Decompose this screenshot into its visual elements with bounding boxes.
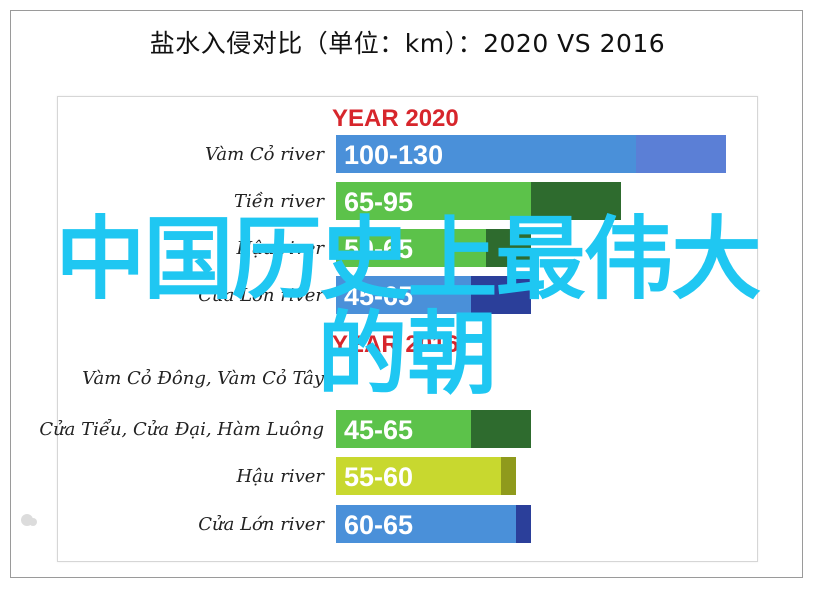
category-label: Vàm Cỏ river <box>205 144 325 165</box>
bar-range-segment <box>501 457 516 495</box>
category-label: Cửa Lớn river <box>198 285 325 306</box>
category-label: Tiền river <box>234 191 325 212</box>
bar-min-segment <box>336 276 471 314</box>
category-label: Hậu river <box>235 238 325 259</box>
category-label: Vàm Cỏ Đông, Vàm Cỏ Tây <box>82 368 325 389</box>
bar-min-segment <box>336 410 471 448</box>
bar-value-label: 65-95 <box>344 187 413 217</box>
bar-range-segment <box>531 182 621 220</box>
chart-title: 盐水入侵对比（单位：km）：2020 VS 2016 <box>149 29 666 58</box>
bar-min-segment <box>336 457 501 495</box>
bar-range-segment <box>516 505 531 543</box>
bar-value-label: 60-65 <box>344 510 413 540</box>
bar-value-label: 55-60 <box>344 462 413 492</box>
section-heading-2016: YEAR 2016 <box>332 331 459 358</box>
bar-value-label: 50-65 <box>344 234 413 264</box>
bar-range-segment <box>636 135 726 173</box>
bar-range-segment <box>471 276 531 314</box>
chart-frame <box>10 10 803 578</box>
bar-min-segment <box>336 135 636 173</box>
bar-min-segment <box>336 182 531 220</box>
bar-min-segment <box>336 229 486 267</box>
category-label: Cửa Tiểu, Cửa Đại, Hàm Luông <box>39 418 324 440</box>
bar-range-segment <box>471 410 531 448</box>
bar-range-segment <box>486 229 531 267</box>
category-label: Cửa Lớn river <box>198 514 325 535</box>
bar-value-label: 45-65 <box>344 415 413 445</box>
bar-value-label: 45-65 <box>344 281 413 311</box>
bar-value-label: 100-130 <box>344 140 443 170</box>
bar-min-segment <box>336 505 516 543</box>
corner-logo-icon <box>21 514 37 526</box>
category-label: Hậu river <box>235 466 325 487</box>
section-heading-2020: YEAR 2020 <box>332 105 459 132</box>
